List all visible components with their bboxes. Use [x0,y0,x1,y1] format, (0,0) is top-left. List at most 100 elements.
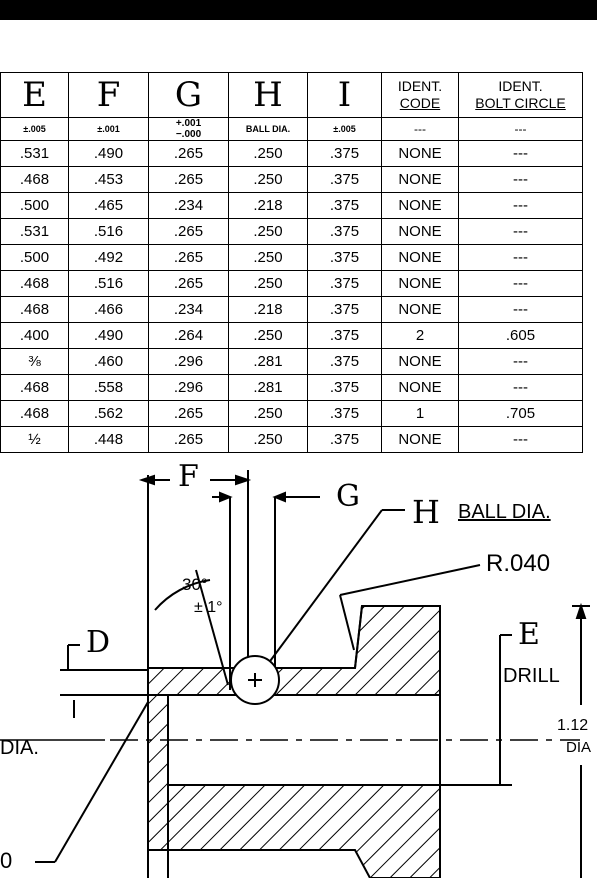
cell-ident-bolt: --- [458,426,583,453]
cell-ident-bolt: .605 [458,322,583,349]
cell-ident-code: NONE [381,270,459,297]
table-body: .531.490.265.250.375 NONE --- .468.453.265.… [0,140,583,453]
table-row: .468.453.265.250.375 NONE --- [0,166,583,193]
cell-ident-code: NONE [381,192,459,219]
cell-ident-bolt: --- [458,296,583,323]
tolerance-f: ±.001 [68,117,149,141]
cell-h: .218 [228,296,308,323]
cell-f: .453 [68,166,149,193]
header-ident-bolt-line1: IDENT. [498,78,543,94]
cell-i: .375 [307,400,382,427]
label-angle: 30° [182,575,208,594]
header-g: G [148,72,229,118]
header-ident-code-line2: CODE [399,95,441,111]
cell-ident-code: NONE [381,166,459,193]
table-row: .468.516.265.250.375 NONE --- [0,270,583,297]
cell-ident-code: NONE [381,374,459,401]
cell-i: .375 [307,296,382,323]
cell-ident-bolt: --- [458,192,583,219]
header-ident-bolt-circle: IDENT. BOLT CIRCLE [458,72,583,118]
label-ball-dia: BALL DIA. [458,501,551,523]
cell-f: .516 [68,218,149,245]
cell-h: .250 [228,140,308,167]
cell-ident-code: NONE [381,244,459,271]
cell-e: .500 [0,244,69,271]
header-ident-code-line1: IDENT. [397,78,443,94]
cell-ident-bolt: --- [458,348,583,375]
cell-i: .375 [307,426,382,453]
cell-f: .558 [68,374,149,401]
label-d: D [86,625,111,660]
cell-g: .264 [148,322,229,349]
cell-h: .250 [228,322,308,349]
cell-i: .375 [307,140,382,167]
tolerance-g-plus: +.001 [175,118,202,129]
label-bottom-left: 0 [0,848,13,873]
cell-ident-bolt: --- [458,244,583,271]
cell-ident-bolt: --- [458,218,583,245]
cell-h: .250 [228,426,308,453]
table-row: .468.562.265.250.375 1.705 [0,400,583,427]
cell-e: ⅜ [0,348,69,375]
label-f: F [178,459,199,494]
tolerance-i: ±.005 [307,117,382,141]
cell-e: .400 [0,322,69,349]
cell-f: .492 [68,244,149,271]
cell-e: ½ [0,426,69,453]
cell-ident-code: 1 [381,400,459,427]
table-row: .500.492.265.250.375 NONE --- [0,244,583,271]
label-h: H [412,493,440,531]
label-g: G [336,479,360,514]
tolerance-g-minus: −.000 [175,129,202,140]
label-outer-dia: DIA [566,739,592,756]
table-row: ⅜ .460.296.281.375 NONE --- [0,348,583,375]
cell-e: .500 [0,192,69,219]
cell-i: .375 [307,244,382,271]
label-drill: DRILL [503,665,560,687]
cell-f: .516 [68,270,149,297]
cell-i: .375 [307,322,382,349]
cell-i: .375 [307,218,382,245]
header-f: F [68,72,149,118]
tolerance-ident-bolt: --- [458,117,583,141]
cell-i: .375 [307,348,382,375]
cell-h: .250 [228,218,308,245]
cell-ident-code: NONE [381,426,459,453]
tolerance-ident-code: --- [381,117,459,141]
top-black-border [0,0,597,20]
cell-f: .466 [68,296,149,323]
cell-g: .234 [148,296,229,323]
cell-g: .296 [148,374,229,401]
cell-g: .265 [148,140,229,167]
table-row: .531.516.265.250.375 NONE --- [0,218,583,245]
label-dia-left: DIA. [0,737,39,759]
tolerance-row: ±.005 ±.001 +.001 −.000 BALL DIA. ±.005 … [0,117,583,141]
table-row: ½ .448.265.250.375 NONE --- [0,426,583,453]
label-angle-tolerance: ± 1° [194,599,223,616]
cell-h: .281 [228,374,308,401]
header-ident-bolt-line2: BOLT CIRCLE [475,95,566,111]
dimension-table: E F G H I IDENT. CODE IDENT. BOLT CIRCLE… [0,72,583,453]
cell-g: .265 [148,218,229,245]
cell-g: .265 [148,400,229,427]
header-ident-code: IDENT. CODE [381,72,459,118]
cell-ident-code: 2 [381,322,459,349]
cell-f: .448 [68,426,149,453]
label-e: E [518,617,540,652]
table-row: .400.490.264.250.375 2.605 [0,322,583,349]
cell-g: .296 [148,348,229,375]
cell-h: .250 [228,400,308,427]
cell-g: .265 [148,166,229,193]
cell-g: .265 [148,270,229,297]
header-e: E [0,72,69,118]
cell-i: .375 [307,270,382,297]
cell-ident-code: NONE [381,140,459,167]
cell-h: .281 [228,348,308,375]
cell-f: .490 [68,322,149,349]
label-outer-dim: 1.12 [557,717,589,734]
cell-g: .265 [148,244,229,271]
cell-g: .234 [148,192,229,219]
table-header-row: E F G H I IDENT. CODE IDENT. BOLT CIRCLE [0,72,583,118]
label-radius: R.040 [486,550,551,577]
